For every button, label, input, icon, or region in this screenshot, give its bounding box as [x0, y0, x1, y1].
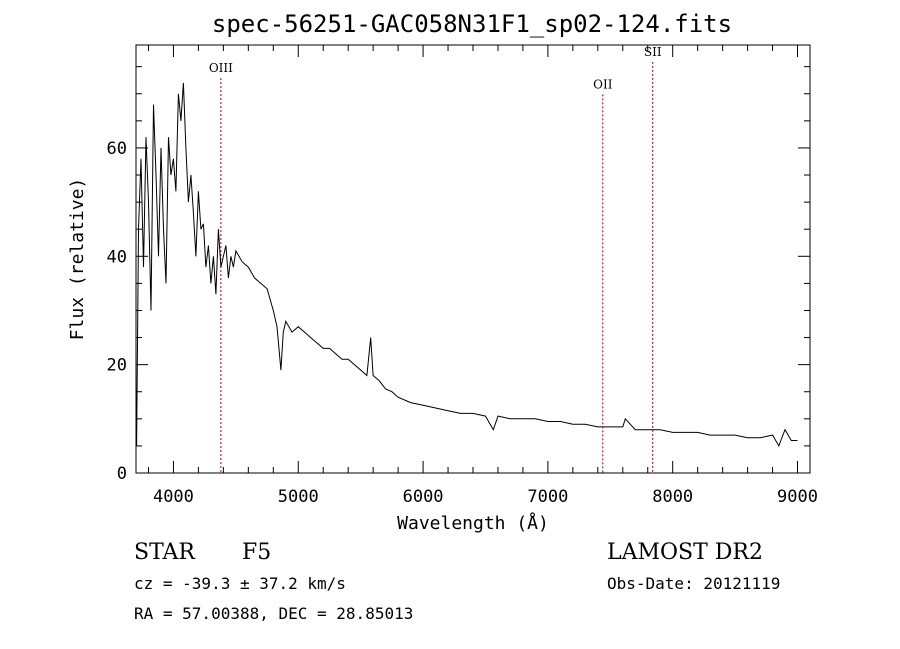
info-panel: STAR F5 LAMOST DR2 cz = -39.3 ± 37.2 km/… — [134, 540, 780, 623]
x-axis-label: Wavelength (Å) — [397, 512, 549, 534]
x-tick-label: 9000 — [777, 487, 818, 507]
x-tick-label: 8000 — [652, 487, 693, 507]
plot-area: 4000 5000 6000 7000 8000 9000 0 20 40 60 OIII OII S… — [107, 44, 818, 507]
chart-title: spec-56251-GAC058N31F1_sp02-124.fits — [212, 10, 732, 38]
spectral-line-label: OIII — [209, 61, 233, 75]
y-tick-label: 20 — [107, 356, 127, 376]
spectral-line-label: SII — [644, 45, 662, 59]
y-axis-label: Flux (relative) — [67, 178, 88, 341]
spectral-line-label: OII — [593, 77, 613, 91]
redshift-text: cz = -39.3 ± 37.2 km/s — [134, 574, 346, 593]
y-tick-label: 60 — [107, 139, 127, 159]
object-subclass: F5 — [242, 540, 271, 565]
x-tick-label: 4000 — [153, 487, 194, 507]
obs-date-text: Obs-Date: 20121119 — [607, 574, 780, 593]
spectral-line-markers: OIII OII SII — [209, 45, 662, 473]
x-tick-label: 6000 — [403, 487, 444, 507]
coordinates-text: RA = 57.00388, DEC = 28.85013 — [134, 604, 413, 623]
object-class: STAR — [134, 540, 196, 565]
survey-label: LAMOST DR2 — [607, 540, 763, 565]
axis-ticks: 4000 5000 6000 7000 8000 9000 0 20 40 60 — [107, 45, 818, 507]
x-tick-label: 7000 — [527, 487, 568, 507]
spectrum-line — [136, 82, 798, 448]
plot-frame — [135, 44, 811, 474]
y-tick-label: 0 — [117, 464, 127, 484]
x-tick-label: 5000 — [278, 487, 319, 507]
y-tick-label: 40 — [107, 247, 127, 267]
